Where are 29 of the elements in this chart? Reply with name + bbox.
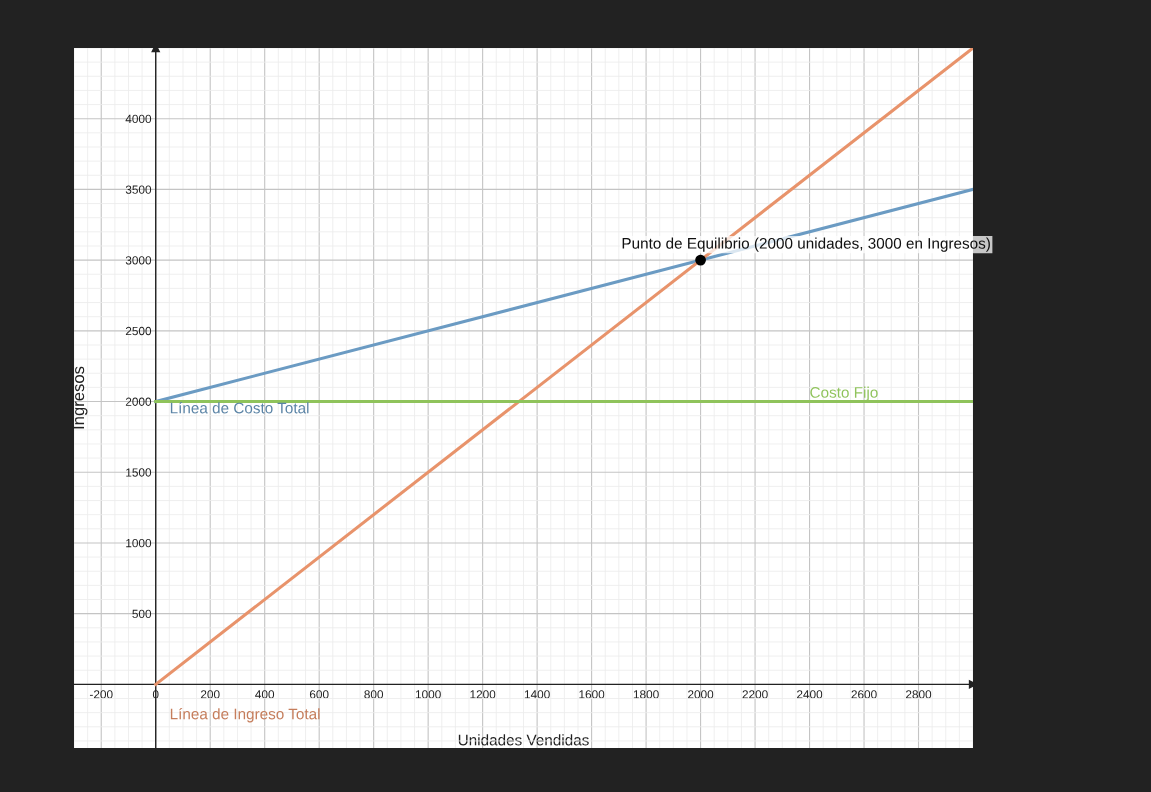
x-tick-label: 1200 [470,690,496,699]
annotation: Línea de Costo Total [170,402,309,414]
y-tick-label: 1000 [126,538,152,548]
y-tick-label: 500 [132,609,152,619]
y-tick-label: 3500 [125,185,152,194]
x-tick-label: -200 [89,690,113,699]
x-tick-label: 800 [364,690,384,699]
x-tick-label: 2200 [742,690,768,699]
x-tick-label: 1400 [524,690,550,699]
x-tick-label: 600 [309,690,329,699]
annotation: Línea de Ingreso Total [170,707,320,723]
x-tick-label: 200 [200,690,220,699]
y-tick-label: 2000 [125,397,152,406]
x-tick-label: 2600 [851,690,877,699]
x-tick-label: 1800 [633,690,659,699]
x-tick-label: 1000 [415,690,441,699]
x-tick-label: 2800 [905,690,932,699]
y-tick-label: 3000 [125,256,152,265]
annotation: Punto de Equilibrio (2000 unidades, 3000 en Ingresos) [622,237,990,252]
y-tick-label: 2500 [125,326,152,336]
x-axis-title: Unidades Vendidas [458,734,589,746]
x-tick-label: 400 [255,690,275,699]
y-axis-title: Ingresos [72,366,88,429]
y-tick-label: 4000 [125,114,152,124]
annotation: Costo Fijo [810,386,878,401]
x-tick-label: 2000 [688,690,714,699]
y-tick-label: 1500 [126,468,152,477]
x-tick-label: 2400 [797,690,823,699]
x-tick-label: 1600 [579,690,605,699]
